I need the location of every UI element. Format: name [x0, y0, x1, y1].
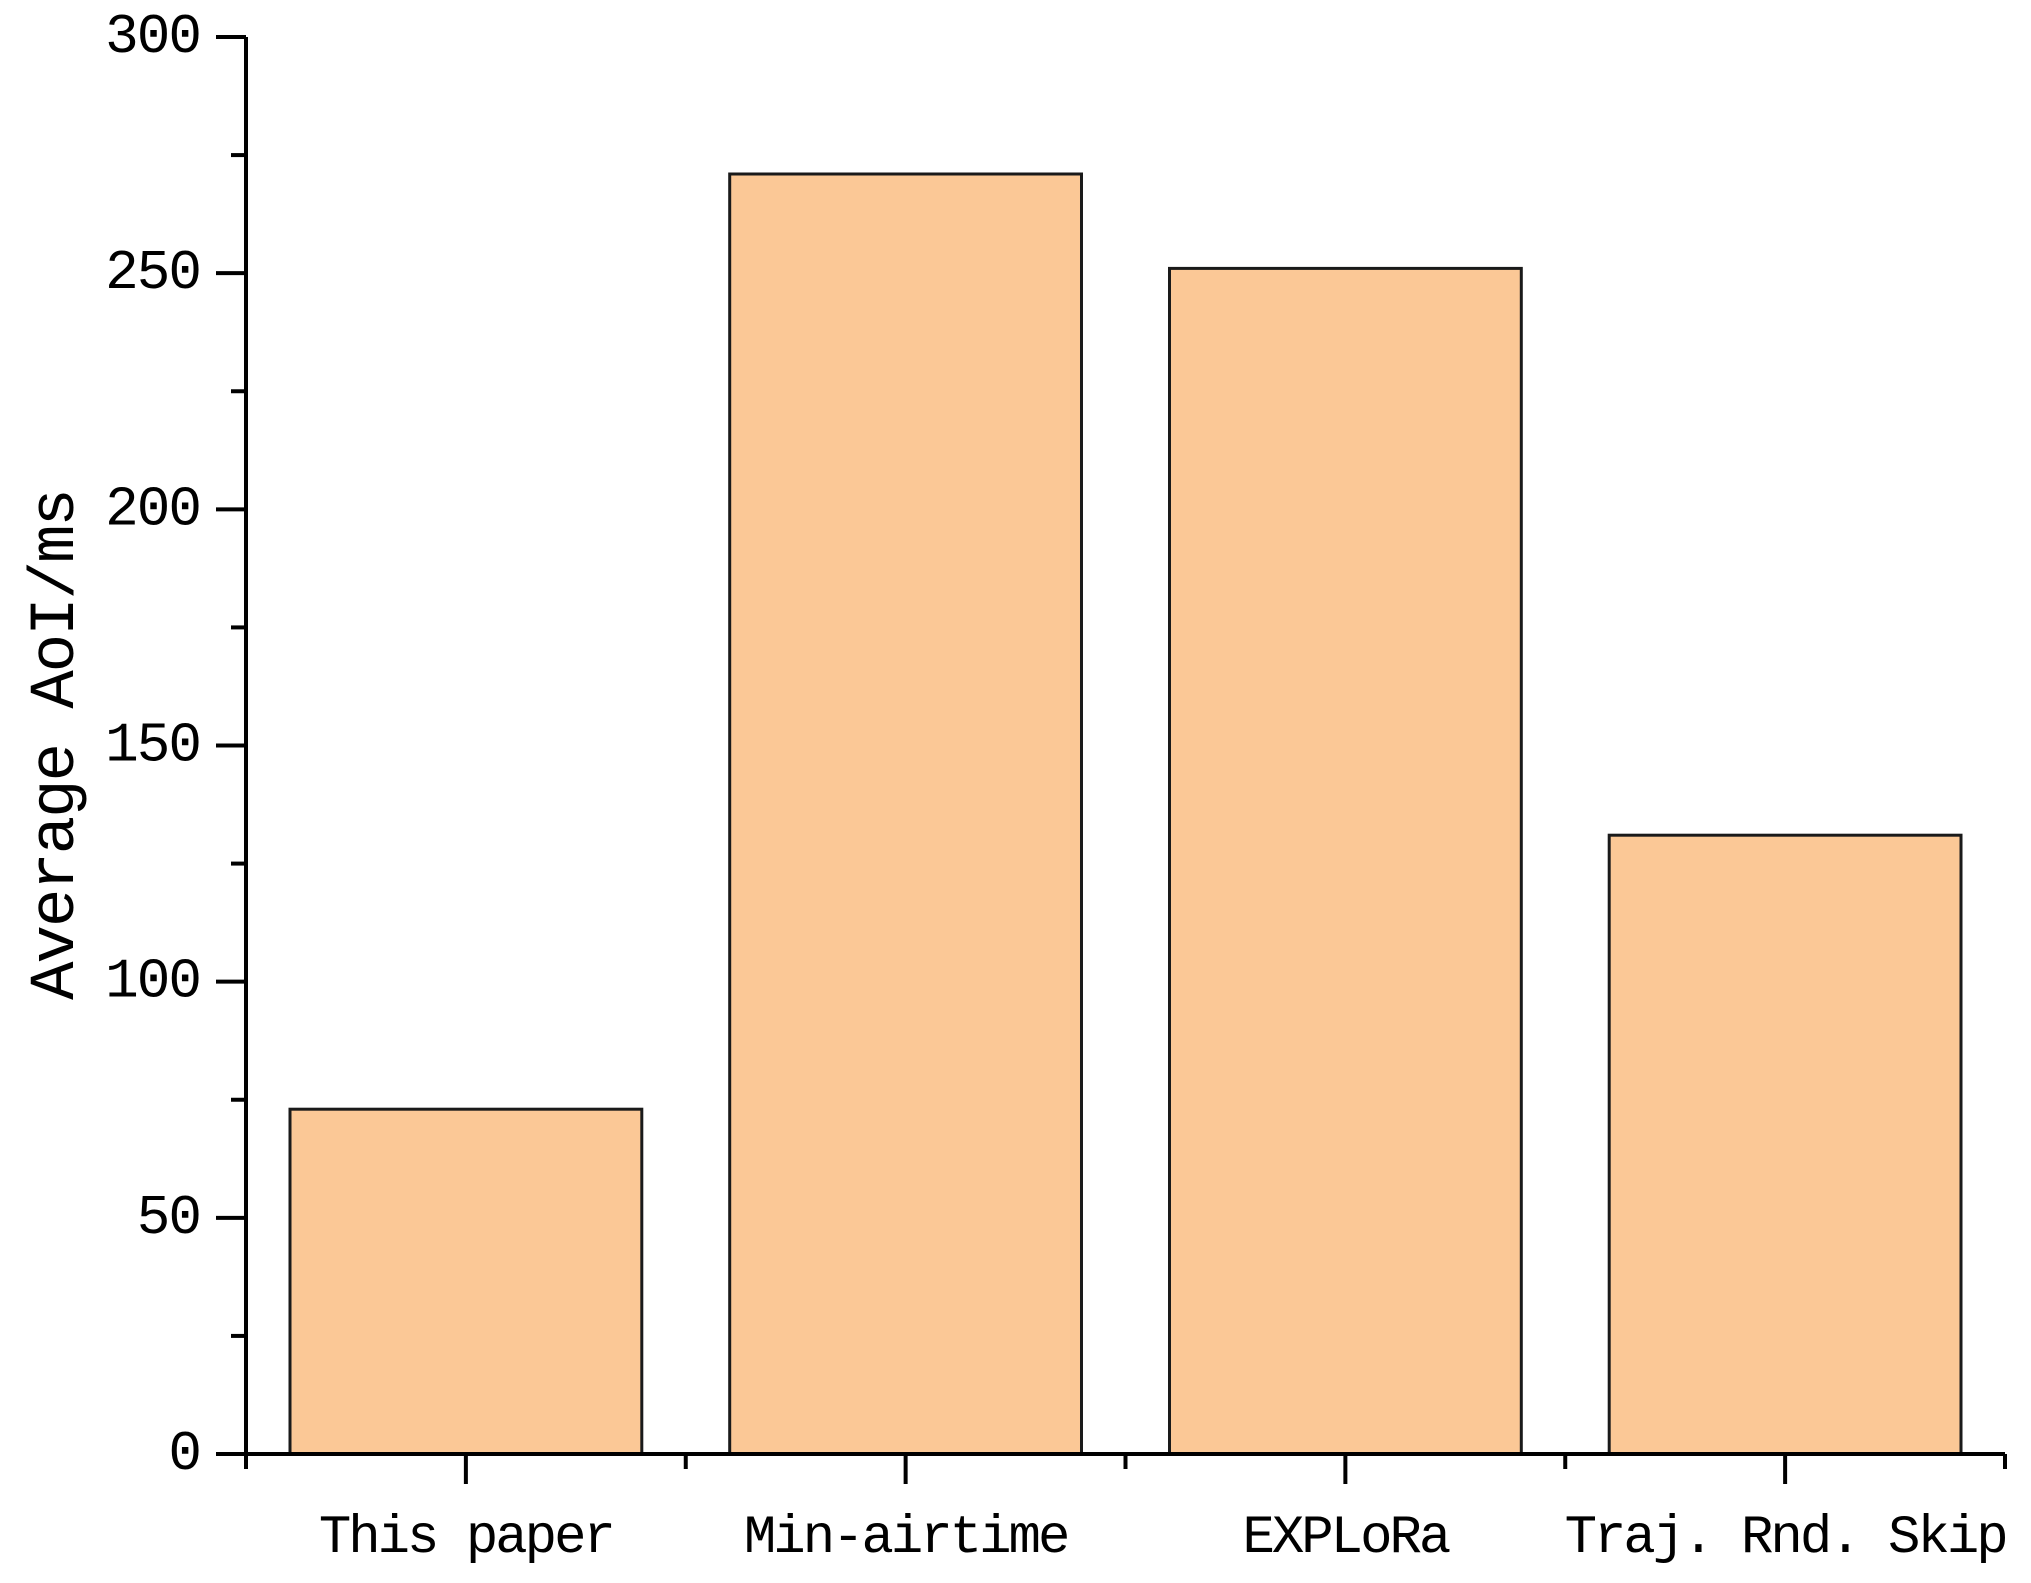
y-tick-label-100: 100	[105, 950, 200, 1014]
y-tick-label-200: 200	[105, 477, 200, 541]
y-tick-label-50: 50	[137, 1186, 200, 1250]
y-tick-label-150: 150	[105, 714, 200, 778]
bar-min-airtime	[728, 172, 1083, 1456]
x-tick-label-this-paper: This paper	[319, 1508, 613, 1569]
y-tick-label-250: 250	[105, 241, 200, 305]
x-tick-label-explora: EXPLoRa	[1242, 1508, 1449, 1569]
x-tick-label-traj-rnd-skip: Traj. Rnd. Skip	[1565, 1508, 2006, 1569]
bar-traj-rnd-skip	[1607, 833, 1963, 1456]
x-tick-label-min-airtime: Min-airtime	[744, 1508, 1067, 1569]
y-tick-label-300: 300	[105, 5, 200, 69]
bar-explora	[1168, 266, 1523, 1456]
y-axis-title: Average AoI/ms	[21, 490, 93, 1000]
bar-this-paper	[288, 1107, 644, 1456]
y-tick-label-0: 0	[168, 1422, 200, 1486]
